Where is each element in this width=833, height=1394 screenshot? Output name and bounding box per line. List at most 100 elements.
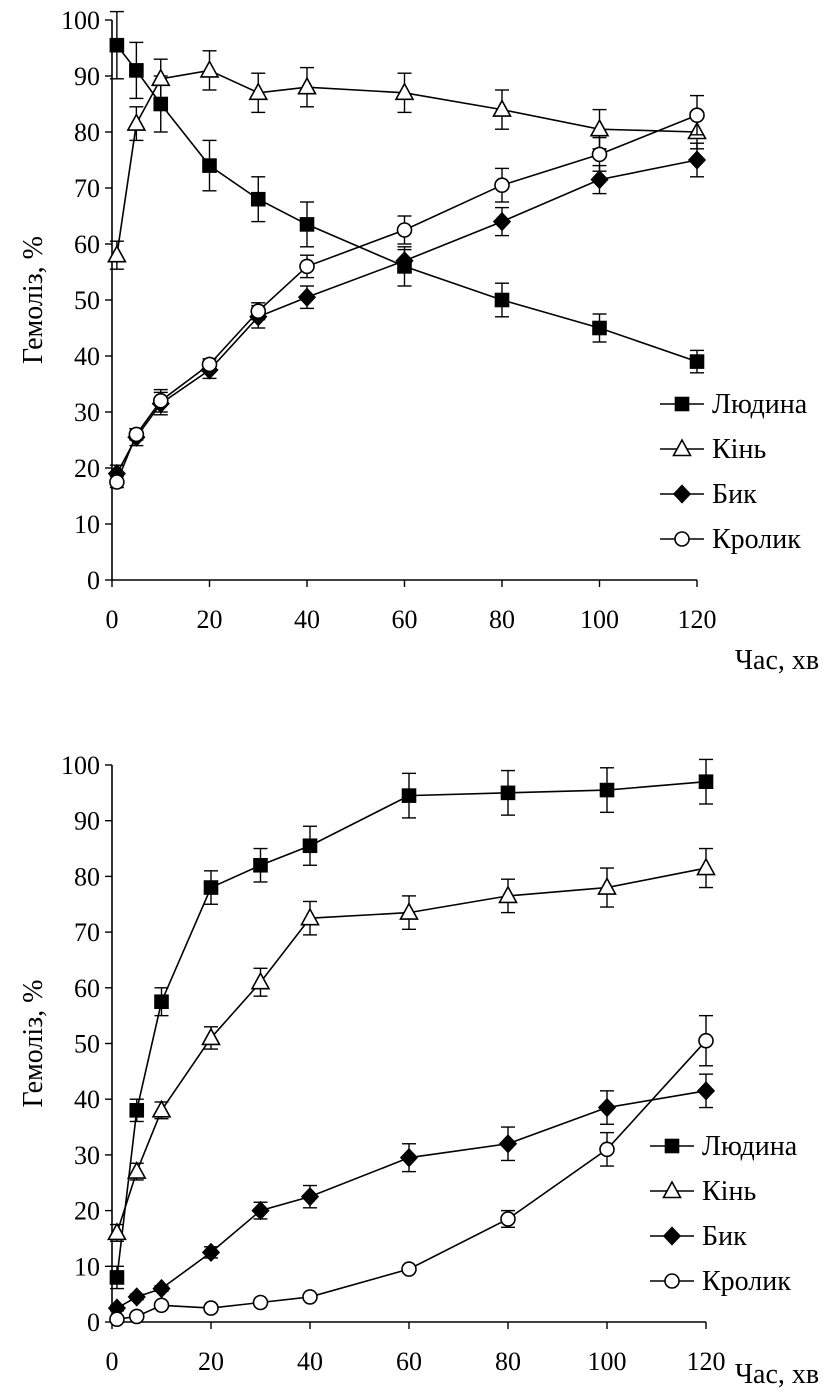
- legend-label: Кролик: [712, 524, 801, 555]
- series-людина: [109, 758, 714, 1290]
- y-tick-label: 10: [74, 1252, 100, 1281]
- y-axis-label: Гемоліз, %: [18, 980, 49, 1108]
- x-axis-label: Час, хв: [735, 645, 819, 676]
- data-point: [399, 901, 419, 920]
- data-point: [107, 1222, 127, 1241]
- y-tick-label: 70: [74, 174, 100, 203]
- data-point: [201, 356, 218, 373]
- data-point: [128, 1308, 145, 1325]
- data-point: [202, 158, 217, 173]
- data-point: [152, 1278, 171, 1299]
- y-tick-label: 70: [74, 918, 100, 947]
- data-point: [592, 320, 607, 336]
- data-point: [599, 1141, 615, 1158]
- data-point: [494, 177, 510, 193]
- data-point: [498, 1134, 518, 1154]
- data-point: [248, 82, 269, 101]
- data-point: [492, 211, 512, 232]
- data-point: [152, 392, 169, 409]
- data-point: [394, 82, 415, 101]
- data-point: [494, 292, 510, 308]
- y-tick-label: 10: [74, 510, 100, 539]
- x-tick-label: 40: [294, 605, 320, 634]
- y-tick-label: 80: [74, 862, 100, 891]
- data-point: [687, 150, 707, 170]
- data-point: [299, 217, 315, 232]
- data-point: [590, 169, 609, 190]
- y-tick-label: 20: [74, 1197, 100, 1226]
- legend-marker: [672, 438, 692, 457]
- legend-marker: [664, 1273, 680, 1289]
- data-point: [151, 1099, 172, 1118]
- y-tick-label: 40: [74, 342, 100, 371]
- legend-label: Кінь: [702, 1176, 756, 1207]
- y-tick-label: 20: [74, 454, 100, 483]
- data-point: [591, 146, 608, 163]
- legend: Людина Кінь Бик Кролик: [650, 1131, 798, 1297]
- legend-label: Людина: [702, 1131, 798, 1162]
- legend-marker: [674, 396, 690, 412]
- series-бик: [107, 142, 707, 484]
- data-point: [154, 994, 169, 1010]
- x-tick-label: 60: [392, 605, 418, 634]
- data-point: [129, 1103, 145, 1118]
- data-point: [401, 1261, 417, 1277]
- series-line: [116, 44, 698, 363]
- data-point: [401, 788, 417, 803]
- series-line: [116, 114, 698, 483]
- x-tick-label: 100: [588, 1347, 627, 1376]
- data-point: [109, 1311, 125, 1328]
- data-point: [302, 838, 318, 854]
- data-point: [302, 1289, 318, 1305]
- data-point: [297, 76, 317, 95]
- data-point: [109, 1270, 125, 1285]
- data-point: [698, 774, 714, 790]
- data-point: [399, 1148, 419, 1168]
- x-tick-label: 120: [678, 605, 717, 634]
- y-tick-label: 80: [74, 118, 100, 147]
- series-людина: [109, 10, 705, 374]
- y-tick-label: 40: [74, 1085, 100, 1114]
- data-point: [203, 880, 219, 895]
- data-point: [129, 63, 144, 78]
- data-point: [599, 782, 615, 798]
- y-tick-label: 50: [74, 286, 100, 315]
- legend-marker: [674, 531, 690, 547]
- series-кролик: [109, 1014, 714, 1328]
- series-line: [116, 1090, 707, 1309]
- data-point: [597, 1097, 617, 1118]
- data-point: [153, 96, 169, 112]
- data-point: [297, 287, 317, 307]
- data-point: [300, 1187, 320, 1207]
- data-point: [500, 1211, 516, 1227]
- legend-label: Кролик: [702, 1266, 791, 1297]
- data-point: [126, 112, 147, 131]
- legend-marker: [662, 1180, 682, 1199]
- legend-label: Бик: [702, 1221, 747, 1252]
- y-tick-label: 90: [74, 807, 100, 836]
- y-axis-label: Гемоліз, %: [18, 236, 49, 364]
- x-tick-label: 80: [495, 1347, 521, 1376]
- y-tick-label: 0: [87, 1308, 100, 1337]
- y-tick-label: 60: [74, 230, 100, 259]
- series-кролик: [109, 94, 705, 490]
- data-point: [126, 1160, 147, 1179]
- data-point: [500, 785, 516, 801]
- data-point: [689, 354, 705, 369]
- y-tick-label: 0: [87, 566, 100, 595]
- data-point: [150, 68, 171, 87]
- y-tick-label: 30: [74, 398, 100, 427]
- series-бик: [107, 1073, 716, 1318]
- x-axis-label: Час, хв: [735, 1359, 819, 1390]
- series-line: [116, 69, 698, 256]
- x-tick-label: 20: [198, 1347, 224, 1376]
- x-tick-label: 0: [106, 1347, 119, 1376]
- chart-top: 0 10 20 30 40 50 60 70 80 90 100 0 20 40 60 80 100 120 Гем…: [18, 6, 819, 676]
- data-point: [201, 1027, 221, 1046]
- legend-marker: [664, 1138, 680, 1154]
- data-point: [109, 37, 125, 53]
- data-point: [696, 1081, 716, 1101]
- data-point: [251, 1200, 270, 1221]
- data-point: [689, 107, 705, 123]
